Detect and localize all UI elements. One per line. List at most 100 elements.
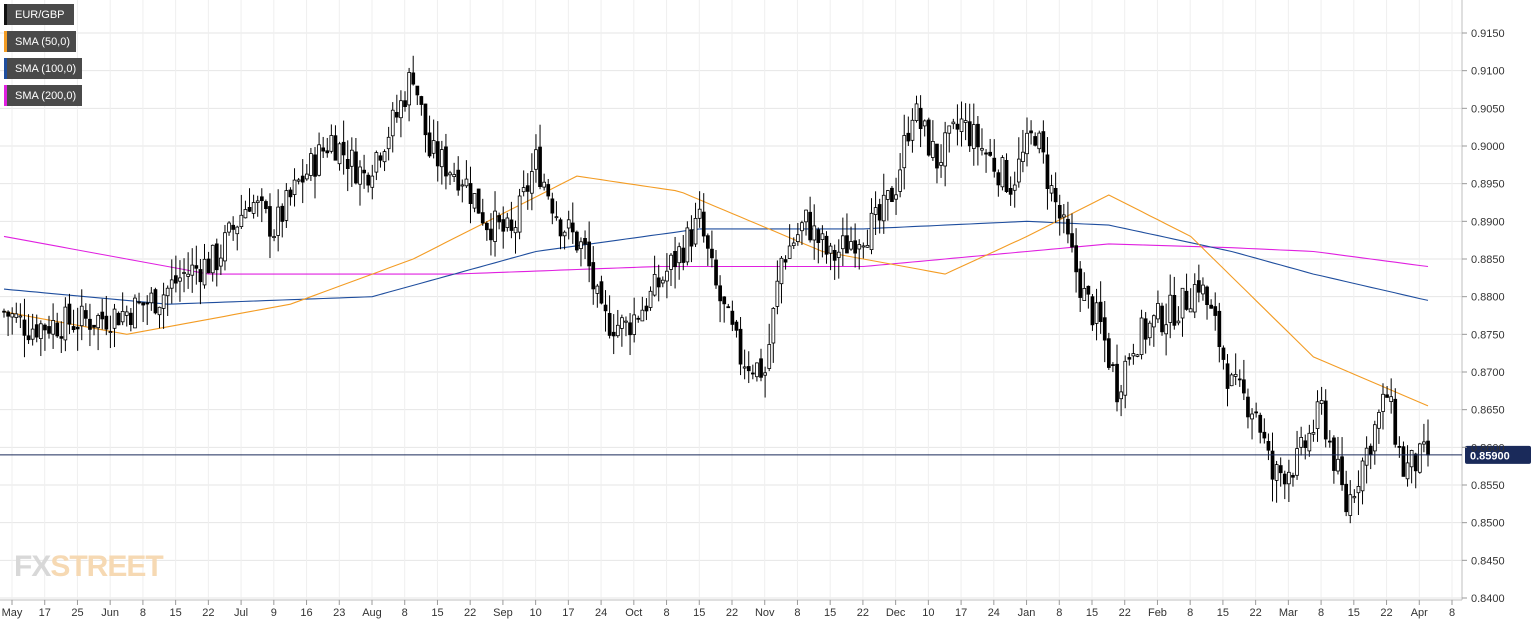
candle-bull (304, 173, 309, 180)
legend-item-sma50[interactable]: SMA (50,0) (4, 31, 77, 52)
candle-bear (345, 158, 350, 169)
candle-bear (1282, 473, 1287, 485)
candle-bear (926, 119, 931, 156)
candle-bull (554, 216, 559, 219)
legend-label: SMA (100,0) (15, 62, 77, 75)
candle-bear (759, 358, 763, 378)
candle-bear (988, 151, 993, 156)
candle-bear (1368, 445, 1373, 456)
x-tick-label: Jan (1018, 607, 1036, 619)
x-tick-label: 8 (402, 607, 408, 619)
candle-bull (255, 200, 260, 203)
y-tick-label: 0.8950 (1471, 179, 1505, 191)
candle-bull (513, 227, 518, 234)
legend-item-sma200[interactable]: SMA (200,0) (4, 85, 83, 106)
candle-bull (595, 285, 600, 294)
candle-bear (1074, 245, 1078, 273)
candle-bull (337, 143, 342, 165)
candle-bull (235, 226, 240, 235)
x-tick-label: Oct (625, 607, 642, 619)
candle-bear (341, 141, 346, 156)
candle-bull (517, 195, 522, 233)
candle-bear (394, 112, 399, 118)
candle-bear (280, 205, 285, 222)
candle-bear (746, 366, 751, 372)
candle-bear (1303, 440, 1308, 448)
candle-bull (763, 372, 768, 376)
candle-bear (489, 228, 493, 241)
candle-bull (820, 233, 825, 241)
legend-item-pair[interactable]: EUR/GBP (4, 4, 74, 25)
candle-bear (419, 96, 424, 105)
candle-bull (1188, 308, 1193, 313)
candle-bull (284, 190, 289, 221)
candle-bull (1152, 315, 1156, 328)
candle-bear (558, 219, 563, 237)
legend-item-sma100[interactable]: SMA (100,0) (4, 58, 83, 79)
candle-bull (1012, 184, 1017, 191)
candle-bull (1295, 448, 1299, 476)
candle-bull (1025, 132, 1029, 155)
y-tick-label: 0.8800 (1471, 292, 1505, 304)
candle-bull (1000, 157, 1005, 188)
candles (2, 55, 1430, 524)
candle-bull (407, 72, 412, 106)
candle-bull (787, 245, 792, 259)
candle-bear (1258, 414, 1263, 433)
candle-bull (1422, 441, 1426, 445)
candle-bull (685, 227, 690, 263)
candle-bear (497, 215, 502, 223)
candle-bear (1107, 338, 1111, 368)
y-tick-label: 0.9050 (1471, 103, 1505, 115)
candle-bull (742, 366, 747, 369)
candle-bull (223, 232, 227, 262)
candle-bull (1176, 320, 1181, 324)
x-tick-label: 10 (922, 607, 934, 619)
candle-bull (165, 287, 170, 297)
candle-bull (947, 125, 952, 134)
candle-bull (1307, 432, 1312, 452)
candle-bull (1348, 494, 1353, 516)
candle-bull (800, 222, 804, 232)
candle-bear (714, 259, 718, 286)
candle-bull (562, 231, 567, 237)
candle-bull (358, 166, 362, 185)
candle-bear (1160, 305, 1164, 333)
candle-bear (141, 302, 145, 306)
candle-bear (1217, 310, 1222, 347)
candle-bull (791, 242, 796, 246)
candle-bull (292, 179, 297, 196)
candle-bull (464, 178, 469, 187)
candle-bull (1119, 391, 1123, 400)
candle-bull (881, 194, 886, 222)
candle-bull (182, 272, 186, 274)
candle-bear (967, 121, 972, 147)
x-tick-label: May (2, 607, 23, 619)
candle-bull (1315, 401, 1320, 429)
candle-bear (1278, 465, 1283, 474)
candle-bull (120, 310, 125, 323)
candle-bear (1033, 136, 1037, 146)
candle-bull (1229, 374, 1234, 387)
legend-label: EUR/GBP (15, 8, 65, 21)
x-tick-label: 16 (300, 607, 312, 619)
candle-bull (18, 315, 23, 318)
candle-bear (1397, 445, 1402, 448)
x-tick-label: 23 (333, 607, 345, 619)
x-tick-label: 8 (1056, 607, 1062, 619)
candle-bull (542, 181, 547, 188)
x-tick-label: 9 (271, 607, 277, 619)
candle-bear (1332, 437, 1336, 471)
candle-bear (955, 123, 960, 130)
candle-bear (456, 169, 461, 191)
candle-bull (771, 307, 776, 344)
logo-fx: FX (14, 550, 51, 583)
x-tick-label: 15 (1217, 607, 1229, 619)
candle-bull (349, 149, 354, 167)
candle-bull (1381, 393, 1385, 412)
x-tick-label: Dec (886, 607, 906, 619)
x-tick-label: 15 (1086, 607, 1098, 619)
candle-bear (1090, 296, 1095, 326)
y-tick-label: 0.9150 (1471, 28, 1505, 40)
